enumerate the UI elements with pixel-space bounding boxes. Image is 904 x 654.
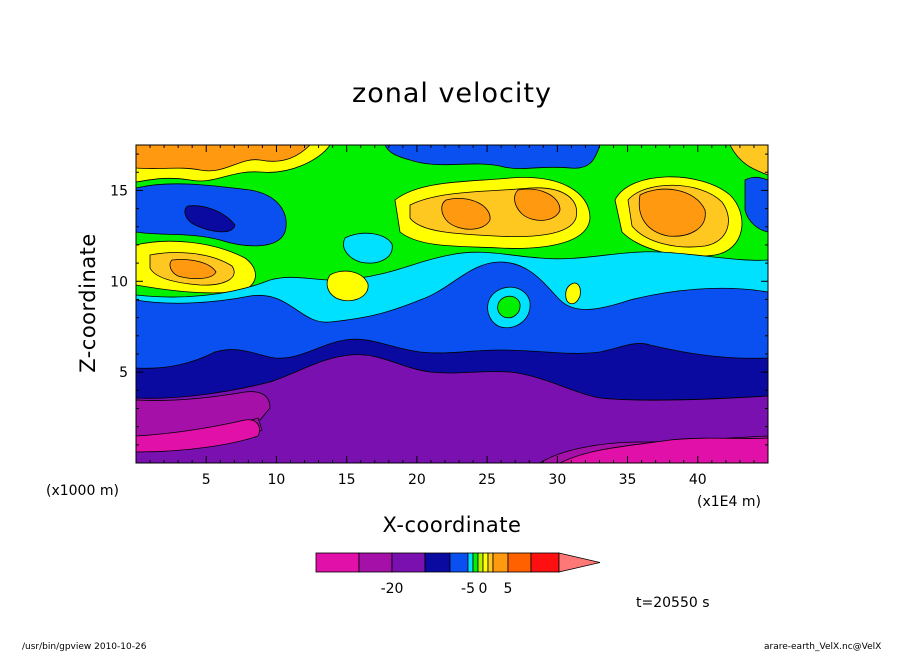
colorbar-cell xyxy=(449,552,469,573)
colorbar-cell xyxy=(487,552,494,573)
colorbar-cell xyxy=(530,552,560,573)
colorbar: -20 -5 0 5 xyxy=(315,552,601,597)
x-tick-label: 10 xyxy=(268,472,286,488)
field-top-orange xyxy=(136,145,311,172)
field-magenta-bottom xyxy=(136,419,260,463)
x-ticks: 5 10 15 20 25 30 35 40 xyxy=(149,145,755,488)
colorbar-label: -20 xyxy=(381,581,404,597)
x-tick-label: 5 xyxy=(202,472,211,488)
colorbar-cell xyxy=(358,552,393,573)
field-blue-right xyxy=(744,176,768,233)
y-tick-label: 15 xyxy=(110,183,128,199)
colorbar-cell xyxy=(467,552,474,573)
colorbar-cell xyxy=(391,552,426,573)
x-tick-label: 15 xyxy=(338,472,356,488)
colorbar-label: -5 xyxy=(461,581,475,597)
colorbar-cell xyxy=(482,552,489,573)
colorbar-extend-arrow xyxy=(558,552,601,573)
field-orange-core-center-a xyxy=(441,198,491,230)
x-tick-label: 30 xyxy=(548,472,566,488)
field-orange-core-right xyxy=(638,188,706,237)
x-tick-label: 40 xyxy=(689,472,707,488)
field-top-right-orange xyxy=(729,145,768,176)
x-tick-label: 35 xyxy=(619,472,637,488)
colorbar-cell xyxy=(424,552,451,573)
colorbar-cell xyxy=(472,552,479,573)
field-orange-core-center-b xyxy=(514,188,561,221)
colorbar-label: 0 xyxy=(479,581,488,597)
chart-title: zonal velocity xyxy=(352,78,552,109)
x-axis-label: X-coordinate xyxy=(382,513,522,537)
field-cyan-patch xyxy=(343,232,393,264)
colorbar-cell xyxy=(507,552,532,573)
x-unit-label-right: (x1E4 m) xyxy=(697,494,761,510)
colorbar-cell xyxy=(492,552,509,573)
x-tick-label: 25 xyxy=(478,472,496,488)
colorbar-label: 5 xyxy=(504,581,513,597)
field-yellow-patch-b xyxy=(565,282,581,305)
field-purple-layer xyxy=(136,354,768,463)
y-ticks: 5 10 15 xyxy=(110,153,768,446)
y-tick-label: 10 xyxy=(110,274,128,290)
field-blue-ring-core xyxy=(497,295,521,319)
field-yellow-patch-a xyxy=(326,270,369,302)
field-magenta-bottom-right xyxy=(559,437,768,463)
x-tick-label: 20 xyxy=(408,472,426,488)
footer-left: /usr/bin/gpview 2010-10-26 xyxy=(22,642,147,652)
colorbar-cell xyxy=(315,552,360,573)
field-darkblue-blob-left xyxy=(184,205,236,233)
x-unit-label-left: (x1000 m) xyxy=(46,483,119,499)
footer-right: arare-earth_VelX.nc@VelX xyxy=(764,642,882,652)
field-orange-core-left xyxy=(169,259,217,280)
plot-frame xyxy=(135,144,769,464)
colorbar-cell xyxy=(477,552,484,573)
field-top-blue xyxy=(384,145,601,169)
y-tick-label: 5 xyxy=(119,365,128,381)
plot-area xyxy=(136,145,768,463)
time-label: t=20550 s xyxy=(636,595,710,611)
